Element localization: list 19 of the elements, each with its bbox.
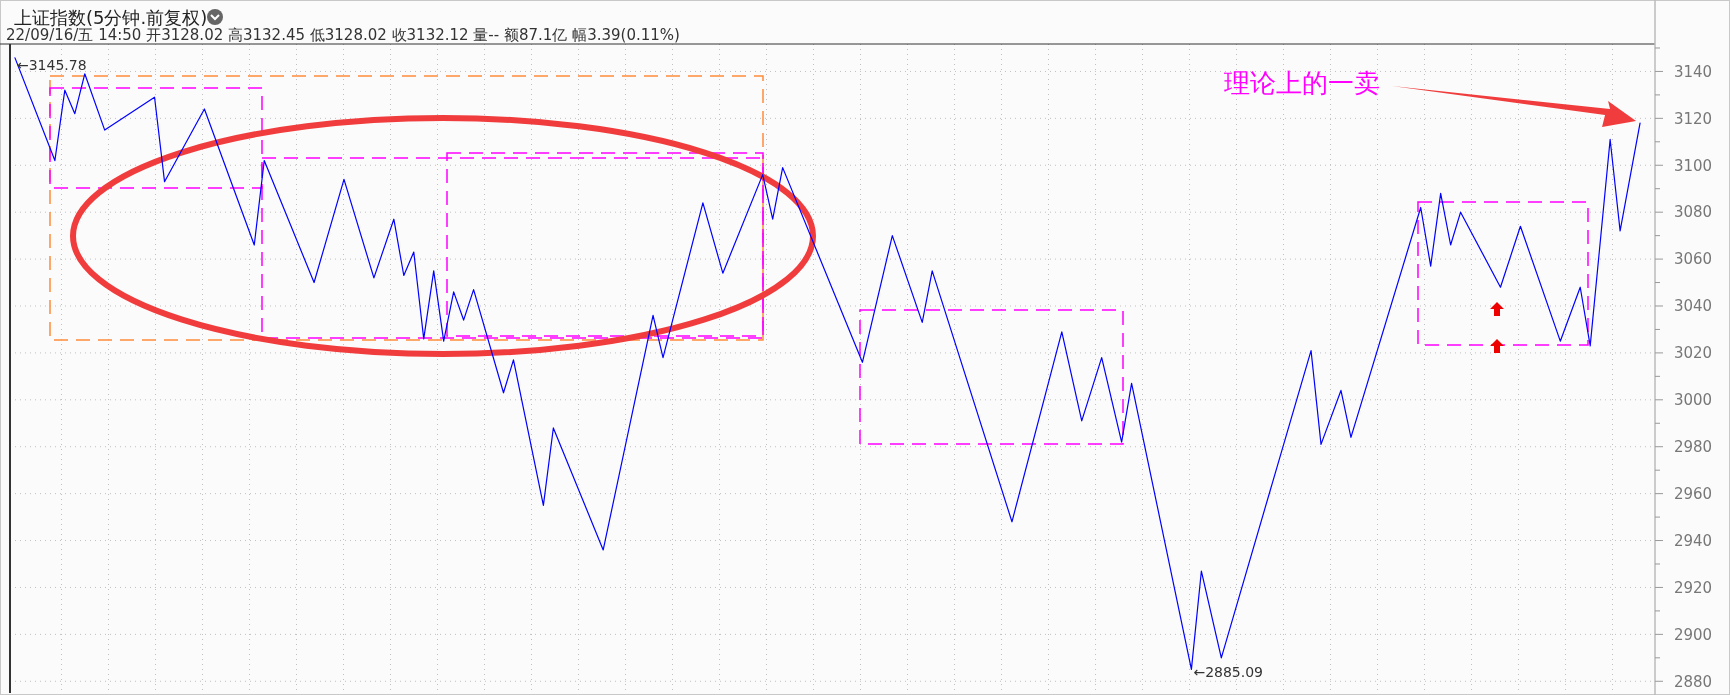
- y-tick-label: 3100: [1673, 156, 1713, 175]
- y-tick-label: 2900: [1673, 625, 1713, 644]
- annotation: 理论上的一卖: [1224, 68, 1381, 98]
- annotation: ←3145.78: [16, 56, 87, 73]
- y-tick-label: 3120: [1673, 109, 1713, 128]
- chart-title: 上证指数(5分钟.前复权): [14, 7, 208, 28]
- y-tick-label: 3040: [1673, 297, 1713, 316]
- y-tick-label: 3140: [1673, 62, 1713, 81]
- y-tick-label: 3060: [1673, 250, 1713, 269]
- y-tick-label: 3080: [1673, 203, 1713, 222]
- chart-subtitle: 22/09/16/五 14:50 开3128.02 高3132.45 低3128.02 收3132.12 量-- 额87.1亿 幅3.39(0.11%): [6, 26, 680, 44]
- y-tick-label: 2880: [1673, 672, 1713, 691]
- y-tick-label: 3020: [1673, 344, 1713, 363]
- y-tick-label: 2940: [1673, 531, 1713, 550]
- y-tick-label: 3000: [1673, 391, 1713, 410]
- y-tick-label: 2980: [1673, 437, 1713, 456]
- y-tick-label: 2960: [1673, 484, 1713, 503]
- y-tick-label: 2920: [1673, 578, 1713, 597]
- annotation: ←2885.09: [1193, 664, 1264, 681]
